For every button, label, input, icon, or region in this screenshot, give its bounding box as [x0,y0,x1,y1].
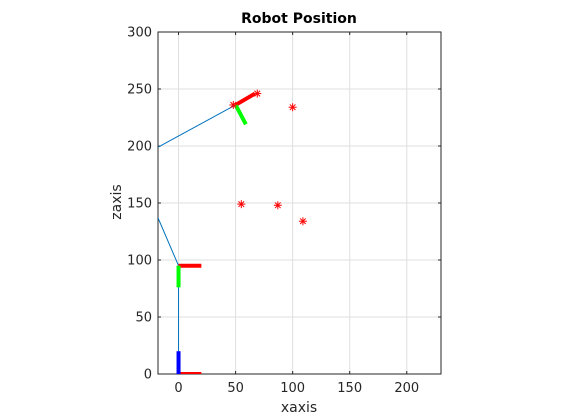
frame-axis-x [234,91,257,107]
target-marker [288,103,297,112]
target-marker [229,100,238,109]
target-marker [273,201,282,210]
y-tick-label: 50 [135,311,152,326]
x-tick-label: 200 [394,381,419,396]
y-tick-label: 300 [127,26,152,41]
y-tick-label: 250 [127,83,152,98]
robot-link-segment [158,104,236,148]
target-marker [237,200,246,209]
robot-link-segment [158,217,179,266]
y-tick-label: 0 [144,368,152,383]
y-axis-label: zaxis [109,184,125,219]
target-markers [229,89,307,226]
frame-axis-y [233,104,248,126]
y-tick-label: 100 [127,254,152,269]
target-marker [253,89,262,98]
x-tick-label: 100 [280,381,305,396]
tick-labels: 0 50 100 150 200 0 50 100 150 200 250 300 [127,26,419,397]
y-tick-label: 150 [127,197,152,212]
x-tick-label: 0 [174,381,182,396]
target-marker [298,217,307,226]
x-tick-label: 150 [337,381,362,396]
y-tick-label: 200 [127,140,152,155]
x-tick-label: 50 [227,381,244,396]
x-axis-label: xaxis [281,400,317,416]
chart-title: Robot Position [241,11,357,27]
plot-box [157,31,442,375]
coordinate-frames [176,91,257,374]
